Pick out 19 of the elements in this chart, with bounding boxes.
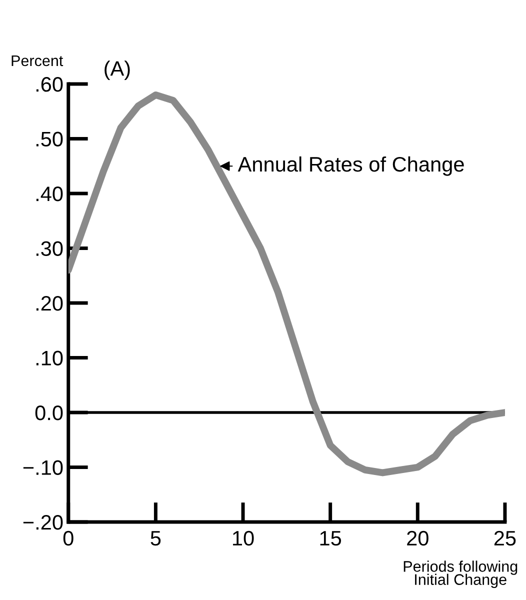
y-axis-title: Percent [12, 55, 64, 66]
x-tick-label: 20 [407, 530, 428, 546]
x-tick-label: 10 [233, 530, 254, 546]
x-axis-title: Periods following Initial Change [404, 560, 518, 588]
y-tick-label: .50 [36, 132, 63, 147]
x-tick-label: 15 [320, 531, 342, 546]
x-tick-label: 0 [63, 530, 74, 546]
y-tick-label: 0.0 [35, 406, 63, 420]
y-tick-label: .10 [36, 350, 63, 366]
chart-title: (A) [104, 60, 130, 80]
y-tick-label: .40 [36, 186, 63, 202]
y-tick-label: .20 [36, 296, 63, 311]
y-tick-label: −.20 [23, 515, 63, 530]
x-tick-label: 25 [494, 530, 516, 546]
y-tick-label: −.10 [23, 460, 63, 476]
y-tick-label: .60 [36, 77, 63, 92]
annotation: Annual Rates of Change [238, 156, 464, 176]
y-tick-label: .30 [36, 241, 63, 256]
x-tick-label: 5 [150, 531, 161, 546]
